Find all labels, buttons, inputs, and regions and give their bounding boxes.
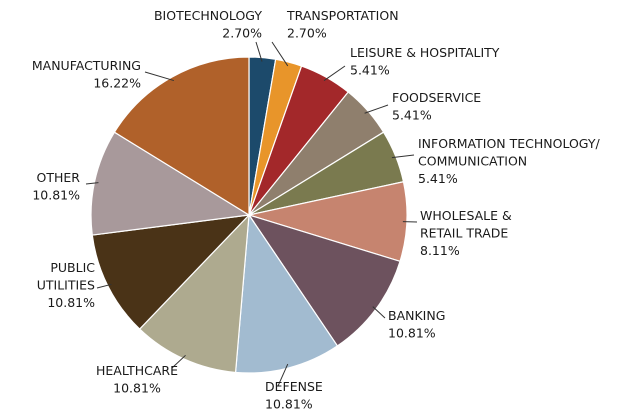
slice-label: TRANSPORTATION [286, 8, 399, 23]
slice-label: WHOLESALE & RETAIL TRADE [420, 208, 512, 241]
leader-line [144, 71, 175, 82]
slice-value-label: 10.81% [47, 295, 95, 310]
leader-line [96, 283, 112, 289]
leader-line [85, 182, 99, 185]
slice-label: MANUFACTURING [32, 58, 141, 73]
slice-label: INFORMATION TECHNOLOGY/COMMUNICATION [418, 136, 601, 169]
slice-value-label: 10.81% [32, 188, 80, 203]
slice-value-label: 2.70% [222, 26, 262, 41]
slice-value-label: 5.41% [418, 171, 458, 186]
pie-slice [91, 214, 251, 330]
slice-label: FOODSERVICE [392, 90, 481, 105]
slice-value-label: 10.81% [388, 326, 436, 341]
slice-value-label: 8.11% [420, 243, 460, 258]
slice-label: BIOTECHNOLOGY [154, 8, 262, 23]
leader-line [271, 41, 289, 67]
leader-line [391, 154, 415, 159]
pie-slice [138, 213, 250, 374]
leader-line [255, 41, 263, 62]
leader-line [372, 306, 386, 319]
leader-line [364, 104, 389, 114]
pie-slice [234, 213, 339, 374]
leader-line [277, 363, 289, 387]
pie-slice [113, 56, 250, 217]
slice-label: LEISURE & HOSPITALITY [350, 45, 500, 60]
slice-value-label: 2.70% [287, 26, 327, 41]
slice-label: DEFENSE [265, 379, 323, 394]
slice-label: HEALTHCARE [96, 363, 178, 378]
slice-label: PUBLIC UTILITIES [37, 260, 96, 293]
slice-value-label: 10.81% [113, 381, 161, 396]
pie-slice [90, 131, 251, 236]
leader-line [171, 354, 186, 369]
slice-value-label: 5.41% [392, 108, 432, 123]
slice-value-label: 16.22% [93, 76, 141, 91]
slice-value-label: 10.81% [265, 397, 313, 412]
slice-label: BANKING [388, 308, 445, 323]
leader-line [323, 65, 346, 81]
slice-label: OTHER [37, 170, 81, 185]
slice-value-label: 5.41% [350, 63, 390, 78]
